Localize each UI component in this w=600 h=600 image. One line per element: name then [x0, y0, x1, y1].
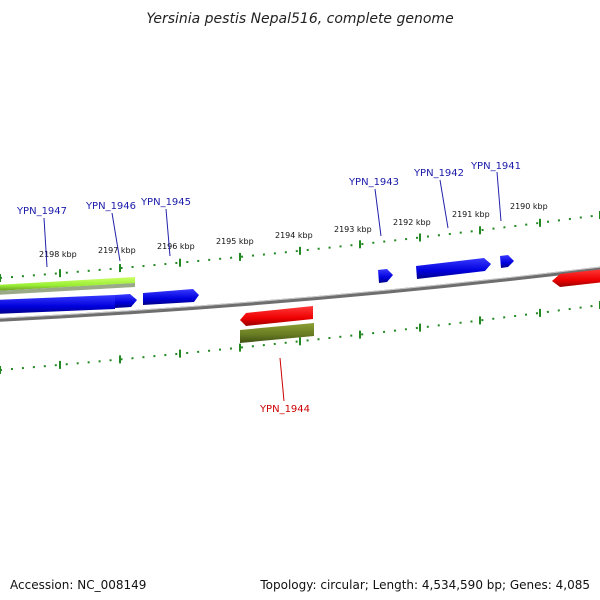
- accession-text: Accession: NC_008149: [10, 578, 147, 592]
- forward-cds-bar: [0, 277, 135, 295]
- reverse-gene-arrow: [552, 269, 600, 287]
- kbp-tick-label: 2193 kbp: [334, 225, 372, 234]
- kbp-tick-label: 2192 kbp: [393, 218, 431, 227]
- kbp-tick-label: 2196 kbp: [157, 242, 195, 251]
- gene-label-forward: YPN_1941: [470, 161, 521, 172]
- forward-gene-arrow: [378, 269, 393, 283]
- forward-gene-arrow: [0, 294, 137, 314]
- kbp-tick-label: 2195 kbp: [216, 237, 254, 246]
- gene-label-forward: YPN_1945: [140, 197, 191, 208]
- gene-label-reverse: YPN_1944: [259, 404, 310, 415]
- reverse-tick-track: [0, 304, 600, 371]
- reverse-cds-bar: [240, 323, 314, 343]
- kbp-tick-label: 2197 kbp: [98, 246, 136, 255]
- forward-gene-arrow: [416, 258, 491, 279]
- reverse-gene-arrow: [240, 306, 313, 326]
- genome-summary-text: Topology: circular; Length: 4,534,590 bp…: [260, 578, 590, 592]
- forward-gene-arrow: [143, 289, 199, 305]
- gene-leader-lines: [43, 171, 502, 268]
- gene-label-forward: YPN_1947: [16, 206, 67, 217]
- kbp-tick-label: 2190 kbp: [510, 202, 548, 211]
- genome-backbone: [0, 266, 600, 322]
- kbp-tick-label: 2198 kbp: [39, 250, 77, 259]
- kbp-tick-label: 2191 kbp: [452, 210, 490, 219]
- kbp-tick-label: 2194 kbp: [275, 231, 313, 240]
- forward-tick-track: [0, 214, 600, 279]
- upper-major-ticks: [0, 211, 600, 282]
- gene-label-forward: YPN_1943: [348, 177, 399, 188]
- gene-leader-line-reverse: [279, 357, 285, 402]
- gene-label-forward: YPN_1942: [413, 168, 464, 179]
- kbp-tick-labels: 2198 kbp 2197 kbp 2196 kbp 2195 kbp 2194…: [39, 202, 548, 259]
- gene-label-forward: YPN_1946: [85, 201, 136, 212]
- map-title: Yersinia pestis Nepal516, complete genom…: [146, 11, 453, 27]
- lower-major-ticks: [0, 301, 600, 374]
- forward-gene-arrow: [500, 255, 514, 268]
